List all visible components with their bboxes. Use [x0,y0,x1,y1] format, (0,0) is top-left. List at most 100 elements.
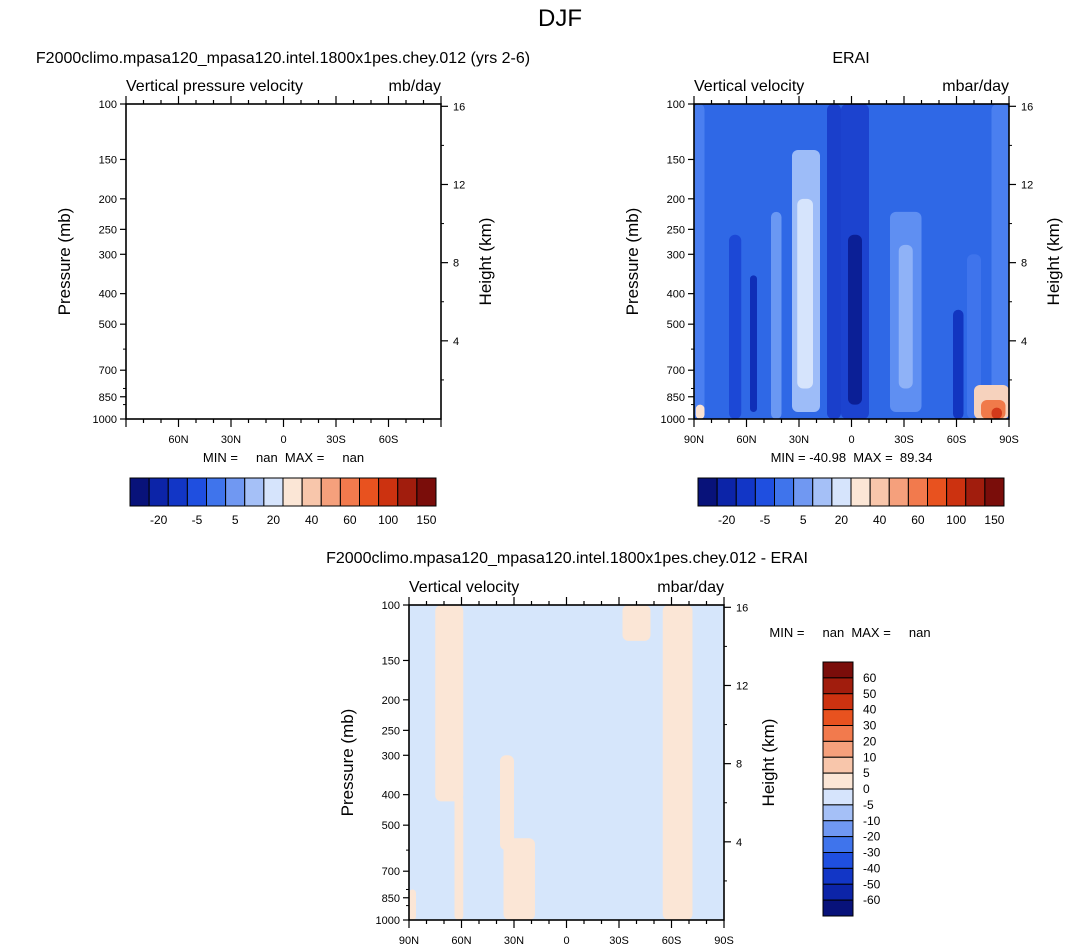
model-ytick-label: 250 [99,224,117,236]
colorbar-swatch [263,477,284,507]
obs-contour-band [694,104,705,419]
diff-xtick-label: 30N [504,935,524,947]
colorbar-swatch [793,477,814,507]
colorbar-label: -60 [863,893,881,907]
colorbar-label: 20 [863,734,877,748]
obs-ytick-label: 150 [667,154,685,166]
diff-stats: MIN = nan MAX = nan [769,625,930,640]
model-height-tick-label: 12 [453,179,465,191]
model-ytick-label: 1000 [93,414,117,426]
obs-ytick-label: 400 [667,289,685,301]
obs-xtick-label: 60S [947,434,967,446]
colorbar-label: -5 [760,513,771,527]
colorbar-swatch [186,477,207,507]
diff-contour-band [622,605,651,641]
obs-left-label: Vertical velocity [694,78,804,95]
model-stats: MIN = nan MAX = nan [203,450,364,465]
model-ytick-label: 100 [99,99,117,111]
obs-ytick-label: 250 [667,224,685,236]
colorbar-label: 5 [863,766,870,780]
colorbar-swatch [716,477,737,507]
colorbar-label: -10 [863,814,881,828]
model-ytick-label: 300 [99,249,117,261]
obs-contour-band [991,407,1002,419]
obs-xtick-label: 90S [999,434,1019,446]
obs-ytick-label: 300 [667,249,685,261]
colorbar-swatch [301,477,322,507]
obs-xtick-label: 0 [848,434,854,446]
colorbar-swatch [831,477,852,507]
obs-height-tick-label: 12 [1021,179,1033,191]
colorbar-swatch [167,477,188,507]
obs-contour-band [848,234,862,405]
colorbar-swatch [822,756,854,774]
model-height-tick-label: 16 [453,101,465,113]
colorbar-swatch [225,477,246,507]
diff-ytick-label: 250 [382,725,400,737]
obs-contour-band [695,404,705,419]
diff-xtick-label: 60S [662,935,682,947]
colorbar-swatch [697,477,718,507]
diff-ylabel: Pressure (mb) [338,709,357,817]
colorbar-swatch [869,477,890,507]
diff-ylabel-right: Height (km) [759,719,778,807]
obs-ylabel-right: Height (km) [1044,218,1063,306]
colorbar-swatch [378,477,399,507]
diff-panel: F2000climo.mpasa120_mpasa120.intel.1800x… [326,550,930,947]
obs-ytick-label: 200 [667,194,685,206]
model-plot-frame [125,103,442,420]
model-ytick-label: 700 [99,365,117,377]
obs-contour-band [729,234,742,419]
model-xtick-label: 30N [221,434,241,446]
diff-ytick-label: 150 [382,655,400,667]
colorbar-label: 10 [863,750,877,764]
obs-contour-band [953,309,964,419]
model-units-label: mb/day [389,78,441,95]
model-title: F2000climo.mpasa120_mpasa120.intel.1800x… [36,50,530,67]
colorbar-swatch [822,677,854,695]
colorbar-swatch [888,477,909,507]
colorbar-swatch [129,477,150,507]
colorbar-label: 20 [835,513,849,527]
diff-ytick-label: 1000 [376,915,400,927]
diff-units-label: mbar/day [657,579,724,596]
colorbar-label: 40 [863,703,877,717]
model-height-tick-label: 8 [453,258,459,270]
obs-contour-band [967,254,981,419]
obs-ytick-label: 500 [667,319,685,331]
obs-contour-band [750,275,757,412]
colorbar-swatch [822,693,854,711]
obs-stats: MIN = -40.98 MAX = 89.34 [771,450,933,465]
colorbar-swatch [822,852,854,869]
diff-ytick-label: 700 [382,866,400,878]
colorbar-swatch [822,725,854,742]
diff-contour-band [435,605,464,802]
obs-height-tick-label: 16 [1021,101,1033,113]
colorbar-label: 60 [863,671,877,685]
colorbar-swatch [822,804,854,822]
colorbar-label: -30 [863,846,881,860]
colorbar-swatch [822,883,854,901]
obs-height-tick-label: 4 [1021,336,1027,348]
colorbar-label: -20 [150,513,168,527]
colorbar-swatch [822,899,854,917]
model-xtick-label: 0 [280,434,286,446]
colorbar-swatch [244,477,265,507]
colorbar-label: 0 [863,782,870,796]
diff-xtick-label: 90S [714,935,734,947]
colorbar-label: -50 [863,877,881,891]
diff-xtick-label: 90N [399,935,419,947]
colorbar-label: 100 [378,513,398,527]
colorbar-label: -5 [863,798,874,812]
model-ytick-label: 400 [99,289,117,301]
colorbar-swatch [416,477,437,507]
colorbar-swatch [754,477,775,507]
colorbar-label: 150 [984,513,1004,527]
model-ytick-label: 150 [99,154,117,166]
model-ylabel: Pressure (mb) [55,208,74,316]
model-xtick-label: 60S [379,434,399,446]
colorbar-swatch [812,477,833,507]
diff-ytick-label: 500 [382,820,400,832]
colorbar-label: -5 [192,513,203,527]
